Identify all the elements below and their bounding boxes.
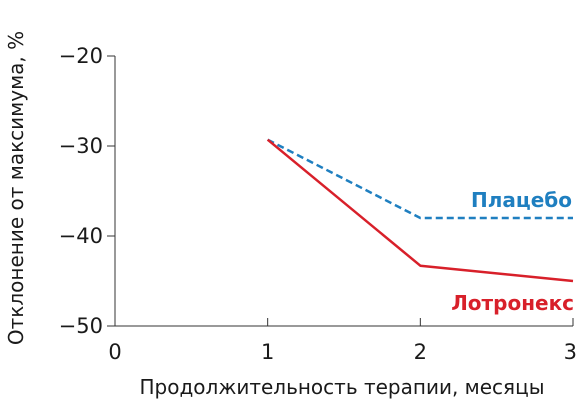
y-axis-title: Отклонение от максимума, % xyxy=(4,31,28,345)
y-tick-label: −50 xyxy=(59,314,103,338)
y-tick-label: −20 xyxy=(59,44,103,68)
series-line-placebo xyxy=(267,138,573,220)
x-axis-title: Продолжительность терапии, месяцы xyxy=(140,375,545,399)
series-line-lotronex xyxy=(266,138,574,283)
ticks: 0 1 2 3 −20 −30 −40 −50 xyxy=(59,44,577,364)
x-tick-label: 1 xyxy=(261,340,274,364)
y-tick-label: −40 xyxy=(59,224,103,248)
y-tick-label: −30 xyxy=(59,134,103,158)
series-label-lotronex: Лотронекс xyxy=(451,291,574,315)
series-label-placebo: Плацебо xyxy=(471,188,572,212)
series-labels: Плацебо Лотронекс xyxy=(451,188,574,315)
series-lines xyxy=(266,138,574,283)
x-tick-label: 3 xyxy=(564,340,577,364)
axes xyxy=(114,56,573,327)
x-tick-label: 0 xyxy=(108,340,121,364)
x-tick-label: 2 xyxy=(414,340,427,364)
